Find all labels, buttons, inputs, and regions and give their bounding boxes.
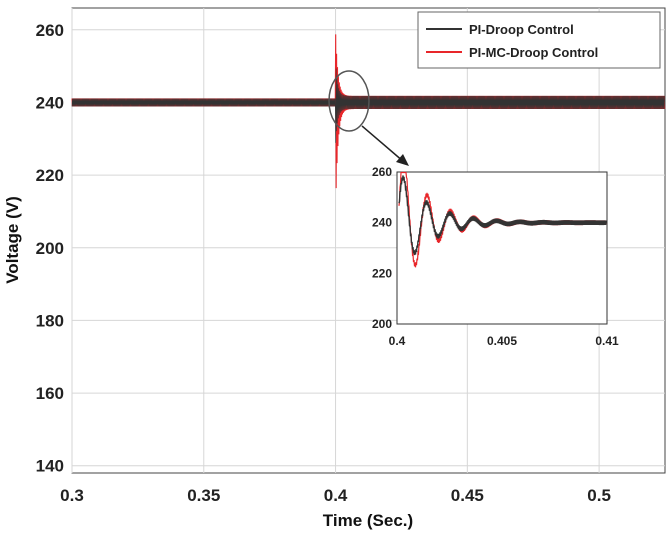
x-axis-label: Time (Sec.) — [323, 511, 413, 530]
zoom-highlight-ellipse — [328, 70, 370, 132]
legend-box — [417, 11, 661, 69]
y-tick-label: 260 — [36, 21, 64, 40]
x-tick-label: 0.3 — [60, 486, 84, 505]
inset-y-tick-label: 200 — [372, 317, 392, 331]
grid — [71, 8, 665, 473]
legend-label-pi-droop: PI-Droop Control — [469, 22, 574, 37]
y-tick-label: 220 — [36, 166, 64, 185]
inset-plot: 0.4 0.405 0.41 200 220 240 260 — [372, 165, 619, 348]
zoom-arrow-line — [361, 125, 405, 163]
x-tick-label: 0.5 — [587, 486, 611, 505]
legend-label-pi-mc-droop: PI-MC-Droop Control — [469, 45, 598, 60]
inset-y-tick-labels: 200 220 240 260 — [372, 165, 392, 331]
inset-y-tick-label: 220 — [372, 266, 392, 280]
y-tick-labels: 140 160 180 200 220 240 260 — [36, 21, 64, 476]
y-tick-label: 160 — [36, 384, 64, 403]
inset-x-tick-labels: 0.4 0.405 0.41 — [389, 334, 619, 348]
legend: PI-Droop Control PI-MC-Droop Control — [417, 11, 661, 69]
x-tick-label: 0.4 — [324, 486, 348, 505]
x-tick-label: 0.45 — [451, 486, 484, 505]
inset-x-tick-label: 0.4 — [389, 334, 406, 348]
inset-traces — [398, 171, 607, 268]
y-tick-label: 180 — [36, 311, 64, 330]
inset-x-tick-label: 0.405 — [487, 334, 517, 348]
y-tick-label: 240 — [36, 93, 64, 112]
zoom-arrow-head — [396, 154, 409, 166]
y-axis-label: Voltage (V) — [3, 196, 22, 284]
x-tick-label: 0.35 — [187, 486, 220, 505]
y-tick-label: 200 — [36, 239, 64, 258]
y-tick-label: 140 — [36, 457, 64, 476]
inset-x-tick-label: 0.41 — [595, 334, 619, 348]
inset-y-tick-label: 260 — [372, 165, 392, 179]
inset-y-tick-label: 240 — [372, 216, 392, 230]
inset-series-pi-droop — [398, 175, 607, 256]
inset-frame — [396, 171, 608, 325]
x-tick-labels: 0.3 0.35 0.4 0.45 0.5 — [60, 486, 611, 505]
